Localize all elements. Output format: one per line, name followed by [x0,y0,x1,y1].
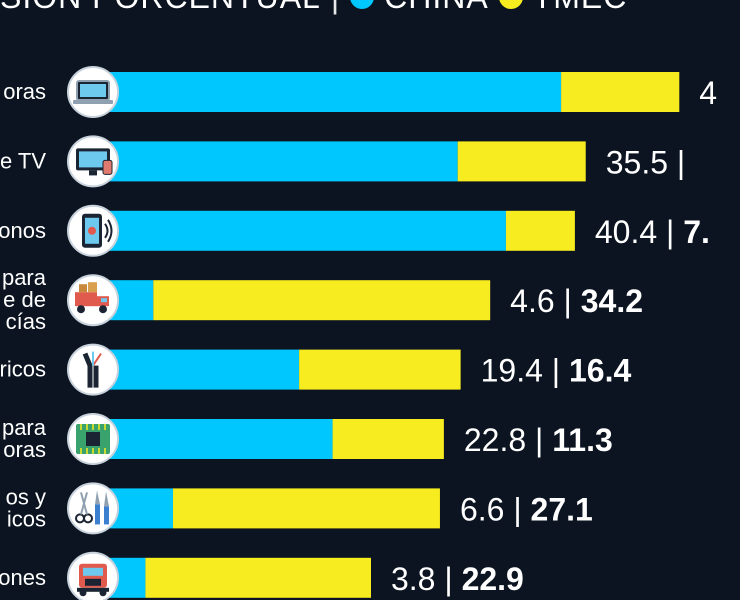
legend-label-tmec: TMEC [533,0,628,16]
electric-cable-icon [67,343,119,396]
legend-swatch-tmec [498,0,523,9]
value-label: 3.8 | 22.9 [391,561,524,597]
category-label: e de [3,287,46,312]
value-label-china: 19.4 | [481,353,569,389]
bar-row: e TV 35.5 | [0,135,685,188]
value-label-china: 35.5 | [606,144,685,180]
category-label: para [2,265,47,290]
bar-row: oras 4 [3,66,717,118]
bar-segment-china [108,349,300,390]
bar-segment-tmec [561,72,680,112]
circuit-board-icon [67,413,119,465]
delivery-truck-icon [67,274,119,327]
laptop-icon [67,66,119,118]
bar-segment-china [108,210,506,251]
value-label: 22.8 | 11.3 [464,422,613,458]
chart-header: SIÓN PORCENTUAL | CHINA TMEC [0,0,740,16]
value-label-tmec: 34.2 [581,283,643,319]
value-label-china: 4 [699,75,717,111]
value-label: 4.6 | 34.2 [510,283,643,319]
category-label: para [2,415,47,440]
surgical-instruments-icon [67,482,119,535]
semi-truck-icon [67,551,119,600]
television-icon [67,135,119,188]
value-label: 35.5 | [606,144,685,180]
bar-segment-tmec [457,141,586,182]
value-label-tmec: 27.1 [531,491,593,527]
value-label-china: 3.8 | [391,561,462,597]
value-label: 40.4 | 7. [595,214,710,250]
bar-row: iones 3.8 | 22.9 [0,551,524,600]
bar-segment-tmec [173,488,440,529]
value-label-tmec: 7. [683,214,710,250]
value-label-china: 40.4 | [595,214,683,250]
bar-segment-tmec [299,349,461,390]
category-label: os y [6,484,46,509]
smartphone-icon [67,204,119,257]
bar-row: ricos 19.4 | 16.4 [0,343,632,396]
category-label: icos [7,506,46,531]
category-label: ricos [0,357,46,382]
bar-segment-tmec [505,210,575,251]
category-label: cías [6,309,46,334]
bar-segment-tmec [332,419,444,459]
chart-title: SIÓN PORCENTUAL [0,0,321,16]
bar-segment-china [108,419,333,459]
category-label: oras [3,79,46,104]
bar-row: onos 40.4 | 7. [0,204,710,257]
value-label: 4 [699,75,717,111]
bar-segment-tmec [145,557,371,598]
category-label: iones [0,565,46,590]
value-label-tmec: 11.3 [552,422,613,458]
legend-swatch-china [350,0,375,9]
category-label: oras [3,437,46,462]
title-separator: | [331,0,340,16]
value-label-china: 4.6 | [510,283,581,319]
value-label: 19.4 | 16.4 [481,353,632,389]
category-label: onos [0,218,46,243]
bar-segment-china [108,141,458,182]
value-label-china: 22.8 | [464,422,552,458]
category-label: e TV [0,148,46,173]
value-label-china: 6.6 | [460,491,531,527]
legend-label-china: CHINA [384,0,489,16]
value-label: 6.6 | 27.1 [460,491,593,527]
bar-segment-tmec [153,280,491,321]
value-label-tmec: 16.4 [569,353,631,389]
value-label-tmec: 22.9 [462,561,524,597]
bar-segment-china [108,72,562,112]
